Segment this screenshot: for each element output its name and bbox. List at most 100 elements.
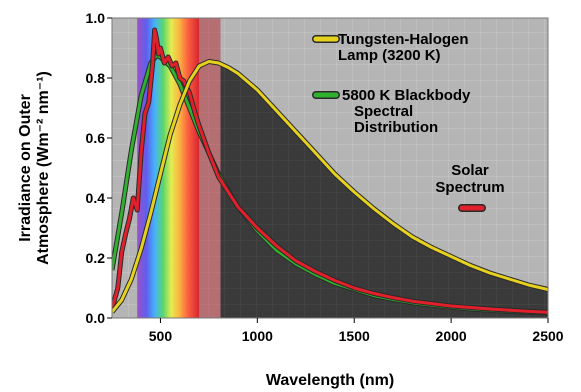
- series-1-point: [179, 83, 181, 85]
- x-tick-label: 2000: [436, 328, 467, 344]
- series-0-point: [431, 246, 433, 249]
- plot-frame: [111, 17, 549, 319]
- series-2-point: [136, 209, 138, 211]
- x-tick-label: 1500: [339, 328, 370, 344]
- series-0-point: [237, 72, 239, 75]
- series-2-point: [450, 305, 452, 307]
- series-0-point: [227, 66, 229, 69]
- series-2-point: [117, 287, 119, 289]
- series-2-point: [155, 38, 158, 40]
- series-2-point: [295, 260, 297, 262]
- series-1-point: [130, 149, 132, 151]
- series-2-point: [334, 279, 336, 282]
- series-0-point: [353, 191, 355, 193]
- x-tick-label: 500: [149, 328, 173, 344]
- legend-label: 5800 K Blackbody: [342, 87, 471, 104]
- y-tick-label: 0.8: [86, 70, 106, 86]
- series-2-point: [256, 227, 258, 229]
- series-1-point: [276, 249, 278, 252]
- y-axis-label: Irradiance on Outer Atmosphere (Wm⁻² nm⁻…: [17, 71, 52, 265]
- series-0-point: [150, 212, 152, 214]
- y-tick-label: 0.4: [86, 190, 106, 206]
- dark-region-grid: [220, 63, 548, 318]
- y-tick-label: 0.2: [86, 250, 106, 266]
- series-2-point: [194, 113, 196, 115]
- series-2-point: [489, 308, 491, 310]
- series-2-point: [152, 62, 154, 64]
- series-2-point: [217, 176, 220, 178]
- series-2-point: [528, 310, 530, 312]
- series-0-point: [392, 222, 394, 225]
- series-0-point: [121, 299, 123, 301]
- series-2-point: [208, 152, 210, 154]
- series-0-point: [489, 272, 491, 274]
- x-tick-label: 2500: [532, 328, 563, 344]
- series-2-point: [198, 125, 200, 127]
- series-0-point: [208, 60, 210, 63]
- series-2-point: [140, 152, 142, 154]
- series-0-point: [256, 89, 258, 91]
- series-2-point: [353, 287, 355, 289]
- series-2-point: [154, 29, 156, 31]
- series-2-point: [163, 62, 165, 64]
- y-tick-label: 1.0: [86, 10, 106, 26]
- series-2-point: [121, 251, 123, 253]
- series-1-point: [140, 95, 142, 97]
- y-tick-label: 0.0: [86, 310, 106, 326]
- series-0-point: [334, 173, 336, 175]
- series-0-point: [508, 278, 510, 280]
- series-0-point: [188, 80, 191, 82]
- series-0-point: [130, 278, 132, 280]
- series-2-point: [188, 92, 191, 94]
- series-2-point: [128, 218, 131, 220]
- series-2-point: [159, 47, 162, 49]
- y-axis-label-line2: Atmosphere (Wm⁻² nm⁻¹): [35, 71, 52, 265]
- series-2-stroke: [112, 28, 548, 314]
- legend-label: Solar: [451, 162, 489, 179]
- axes: 0.0 0.2 0.4 0.6 0.8 1.0 500 1000 1500 2000 2500: [86, 10, 564, 344]
- series-2-point: [314, 270, 317, 273]
- near-ir-band: [199, 18, 221, 318]
- series-0-point: [140, 248, 142, 250]
- series-1-point: [121, 212, 123, 214]
- series-2-point: [132, 197, 134, 199]
- series-lines: [112, 27, 548, 316]
- series-2-point: [183, 80, 185, 82]
- series-0-point: [169, 134, 171, 136]
- series-0-line: [112, 59, 548, 314]
- series-2-point: [175, 62, 177, 64]
- y-tick-label: 0.6: [86, 130, 106, 146]
- series-2-point: [148, 101, 150, 103]
- series-0-point: [528, 284, 530, 286]
- series-0-point: [450, 255, 452, 258]
- series-2-point: [144, 113, 146, 115]
- legend-label: Tungsten-Halogen: [338, 31, 469, 48]
- series-0-point: [198, 65, 200, 67]
- series-0-stroke: [112, 60, 548, 313]
- series-0-point: [295, 131, 297, 133]
- series-0-point: [159, 173, 162, 175]
- series-0-point: [373, 207, 375, 210]
- series-2-point: [171, 65, 173, 67]
- series-0-point: [314, 152, 317, 154]
- series-2-line: [112, 27, 548, 315]
- y-axis-label-line1: Irradiance on Outer: [17, 94, 34, 242]
- series-2-point: [237, 206, 239, 208]
- series-2-point: [124, 233, 127, 235]
- x-tick-label: 1000: [242, 328, 273, 344]
- series-2-point: [392, 297, 394, 299]
- series-0-point: [276, 110, 278, 112]
- series-0-point: [469, 264, 472, 267]
- dark-area-fill: [220, 63, 548, 318]
- series-2-point: [179, 77, 181, 79]
- legend-label: Lamp (3200 K): [338, 47, 441, 64]
- series-0-point: [411, 236, 413, 238]
- series-1-point: [188, 107, 191, 109]
- series-2-point: [157, 53, 160, 55]
- series-2-point: [167, 56, 169, 58]
